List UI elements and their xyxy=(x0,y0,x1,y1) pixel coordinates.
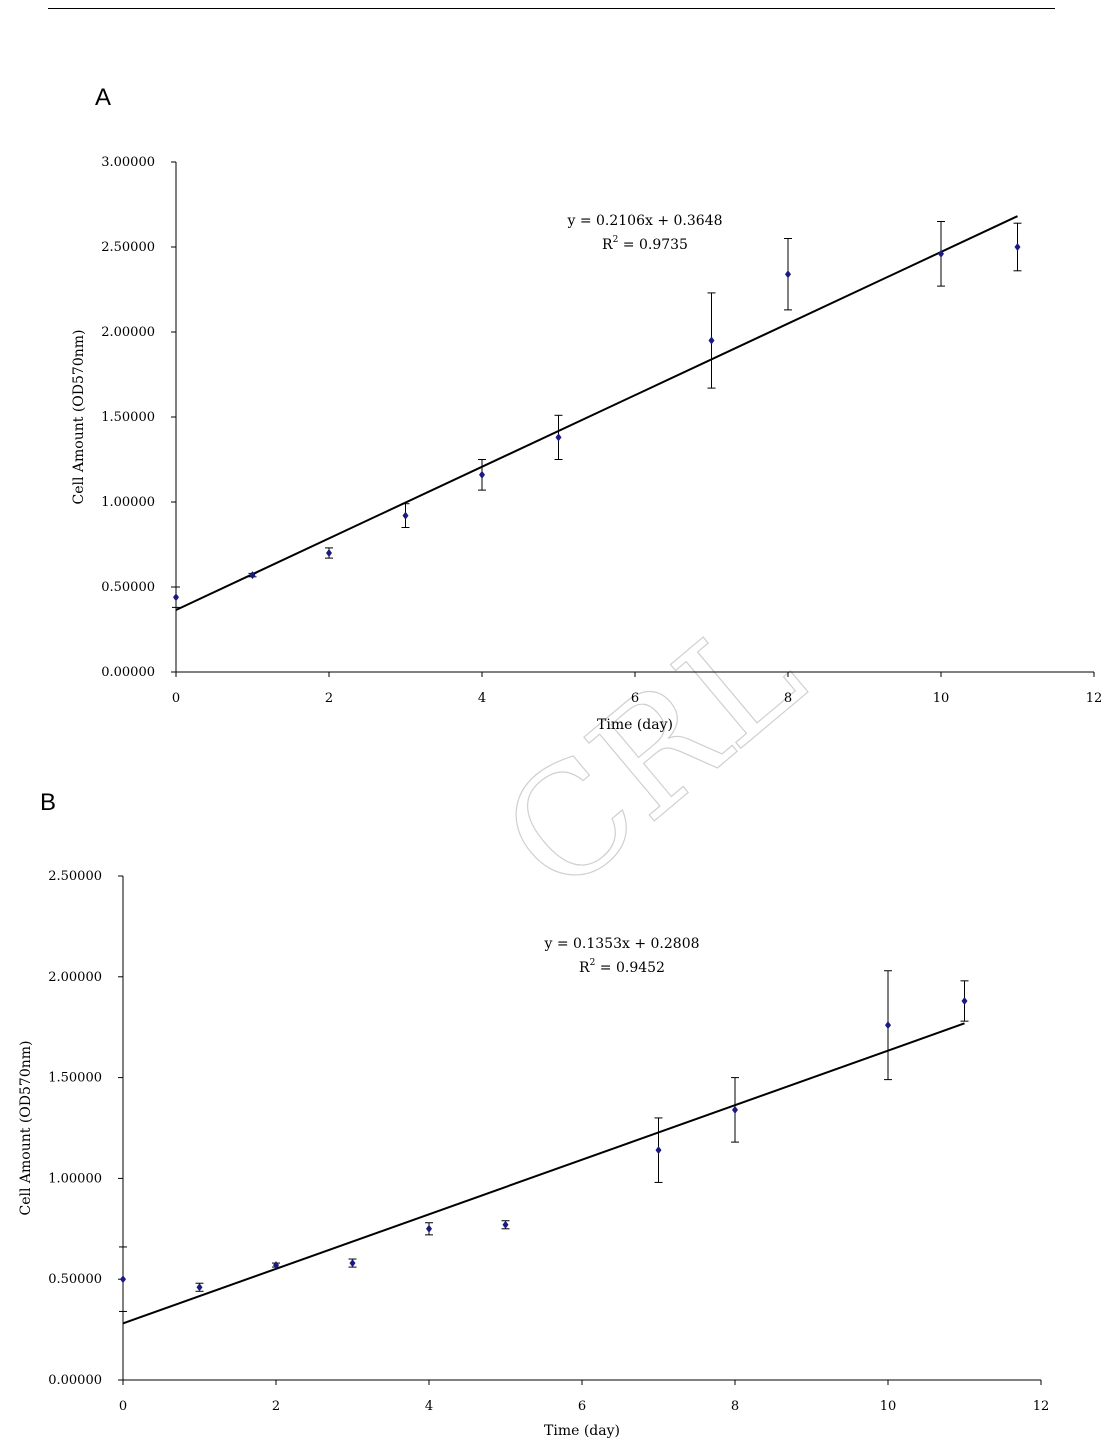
y-axis-title: Cell Amount (OD570nm) xyxy=(71,330,87,505)
r-squared-value: = 0.9452 xyxy=(595,960,665,976)
y-tick-label: 2.50000 xyxy=(48,869,102,884)
r-squared-symbol: R xyxy=(579,960,590,976)
trendline xyxy=(175,215,1018,611)
data-point xyxy=(1014,243,1021,251)
x-tick-label: 0 xyxy=(119,1399,127,1414)
y-tick-label: 0.00000 xyxy=(48,1373,102,1388)
data-point xyxy=(961,996,968,1005)
y-tick-label: 2.00000 xyxy=(101,325,155,340)
r-squared-symbol: R xyxy=(602,237,613,253)
y-tick-label: 2.50000 xyxy=(101,240,155,255)
data-point xyxy=(479,470,485,479)
y-tick-label: 2.00000 xyxy=(48,970,102,985)
x-axis-title: Time (day) xyxy=(544,1423,620,1439)
data-point xyxy=(273,1261,279,1270)
data-point xyxy=(326,549,332,557)
data-point xyxy=(555,433,562,442)
data-point xyxy=(938,249,944,258)
r-squared-value: = 0.9735 xyxy=(618,237,688,253)
panel-label-a: A xyxy=(95,84,112,111)
x-tick-label: 12 xyxy=(1033,1399,1050,1414)
chart-a: 0.00000 0.50000 1.00000 1.50000 2.00000 2.500… xyxy=(71,155,1102,733)
x-tick-label: 10 xyxy=(933,691,950,706)
x-tick-label: 12 xyxy=(1086,691,1103,706)
r-squared-exponent: 2 xyxy=(590,958,596,968)
watermark-text: CRL xyxy=(471,584,834,928)
data-point xyxy=(120,1275,126,1284)
y-tick-label: 1.50000 xyxy=(48,1071,102,1086)
data-point xyxy=(426,1224,432,1233)
data-point xyxy=(402,511,409,520)
trendline-equation: y = 0.1353x + 0.2808 xyxy=(543,936,699,952)
trendline xyxy=(122,1022,965,1325)
panel-label-b: B xyxy=(40,789,57,816)
trendline-equation: y = 0.2106x + 0.3648 xyxy=(566,213,722,229)
x-tick-label: 0 xyxy=(172,691,180,706)
y-axis-title: Cell Amount (OD570nm) xyxy=(18,1041,34,1216)
data-point xyxy=(785,270,791,279)
data-point xyxy=(502,1220,509,1229)
x-tick-label: 2 xyxy=(272,1399,280,1414)
y-tick-label: 3.00000 xyxy=(101,155,155,170)
x-tick-label: 2 xyxy=(325,691,333,706)
y-tick-label: 1.50000 xyxy=(101,410,155,425)
y-tick-label: 0.50000 xyxy=(48,1272,102,1287)
y-tick-label: 1.00000 xyxy=(101,495,155,510)
data-point xyxy=(196,1283,203,1292)
x-tick-label: 6 xyxy=(578,1399,586,1414)
data-point xyxy=(708,336,715,345)
x-tick-label: 6 xyxy=(631,691,639,706)
x-tick-label: 8 xyxy=(731,1399,739,1414)
y-tick-label: 1.00000 xyxy=(48,1171,102,1186)
data-point xyxy=(732,1105,738,1114)
data-point xyxy=(173,593,179,602)
y-tick-label: 0.50000 xyxy=(101,580,155,595)
r-squared-label: R2 = 0.9735 xyxy=(602,235,688,253)
x-tick-label: 4 xyxy=(425,1399,433,1414)
y-tick-label: 0.00000 xyxy=(101,665,155,680)
r-squared-label: R2 = 0.9452 xyxy=(579,958,665,976)
chart-b: 0.00000 0.50000 1.00000 1.50000 2.00000 2.500… xyxy=(18,869,1049,1439)
data-point xyxy=(349,1259,356,1268)
x-axis-title: Time (day) xyxy=(597,717,673,733)
x-tick-label: 4 xyxy=(478,691,486,706)
data-point xyxy=(885,1021,891,1030)
data-point xyxy=(249,571,256,580)
header-rule xyxy=(48,8,1055,9)
data-point xyxy=(655,1146,662,1155)
r-squared-exponent: 2 xyxy=(613,235,619,245)
x-tick-label: 8 xyxy=(784,691,792,706)
x-tick-label: 10 xyxy=(880,1399,897,1414)
